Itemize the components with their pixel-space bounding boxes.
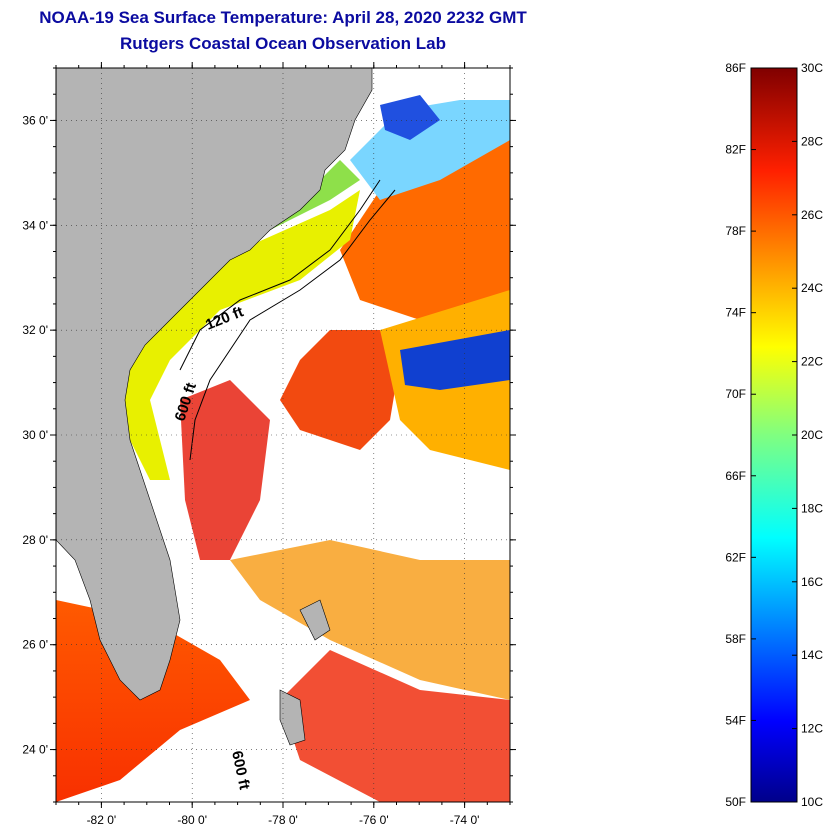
fahrenheit-label: 86F xyxy=(725,61,746,75)
lon-tick-label: -80 0' xyxy=(177,813,207,827)
lat-tick-label: 24 0' xyxy=(22,743,48,757)
land-mass-us xyxy=(56,68,373,701)
land-bahamas-1 xyxy=(299,599,331,641)
lat-tick-label: 34 0' xyxy=(22,218,48,232)
cold-pocket-ne xyxy=(380,95,440,140)
fahrenheit-label: 66F xyxy=(725,469,746,483)
lat-tick-label: 28 0' xyxy=(22,533,48,547)
lat-tick-label: 26 0' xyxy=(22,638,48,652)
fahrenheit-label: 50F xyxy=(725,795,746,809)
warm-water-offshore xyxy=(280,330,400,450)
lat-tick-label: 32 0' xyxy=(22,323,48,337)
fahrenheit-label: 74F xyxy=(725,306,746,320)
celsius-scale: 30C 28C 26C 24C 22C 20C 18C 16C 14C 12C 10C xyxy=(792,61,823,809)
celsius-label: 20C xyxy=(801,428,823,442)
fahrenheit-label: 70F xyxy=(725,387,746,401)
celsius-label: 22C xyxy=(801,355,823,369)
celsius-label: 30C xyxy=(801,61,823,75)
fahrenheit-label: 78F xyxy=(725,224,746,238)
lat-tick-label: 36 0' xyxy=(22,113,48,127)
celsius-label: 14C xyxy=(801,648,823,662)
lat-tick-label: 30 0' xyxy=(22,428,48,442)
lon-tick-label: -76 0' xyxy=(359,813,389,827)
celsius-label: 24C xyxy=(801,281,823,295)
fahrenheit-scale: 86F 82F 78F 74F 70F 66F 62F 58F 54F 50F xyxy=(725,61,756,809)
lon-tick-label: -82 0' xyxy=(87,813,117,827)
warm-water-southeast xyxy=(230,540,510,700)
celsius-label: 10C xyxy=(801,795,823,809)
celsius-label: 28C xyxy=(801,134,823,148)
fahrenheit-label: 82F xyxy=(725,143,746,157)
warm-water-se-red xyxy=(280,650,510,802)
celsius-label: 16C xyxy=(801,575,823,589)
isobath-600ft xyxy=(189,189,396,461)
lon-tick-label: -74 0' xyxy=(450,813,480,827)
celsius-label: 12C xyxy=(801,722,823,736)
warm-water-south xyxy=(56,600,250,802)
land-bahamas-2 xyxy=(279,689,306,746)
sst-map: 120 ft 600 ft 600 ft -82 0' -80 0' -78 0' -… xyxy=(22,62,516,827)
fahrenheit-label: 62F xyxy=(725,550,746,564)
lon-tick-label: -78 0' xyxy=(268,813,298,827)
map-title: NOAA-19 Sea Surface Temperature: April 2… xyxy=(39,8,527,27)
fahrenheit-label: 58F xyxy=(725,632,746,646)
map-subtitle: Rutgers Coastal Ocean Observation Lab xyxy=(120,34,446,53)
cold-filament-east xyxy=(400,330,510,390)
celsius-label: 26C xyxy=(801,208,823,222)
celsius-label: 18C xyxy=(801,501,823,515)
warm-water-florida-east xyxy=(180,380,270,560)
temperature-colorbar: 86F 82F 78F 74F 70F 66F 62F 58F 54F 50F 30C 28C 26C… xyxy=(725,61,823,809)
colorbar-gradient xyxy=(750,67,798,803)
map-plot-area xyxy=(56,68,510,802)
fahrenheit-label: 54F xyxy=(725,713,746,727)
isobath-120ft xyxy=(179,179,381,371)
latitude-axis: 36 0' 34 0' 32 0' 30 0' 28 0' 26 0' 24 0' xyxy=(22,67,516,803)
graticule xyxy=(56,68,510,802)
shelf-water-yellow xyxy=(120,190,360,480)
longitude-axis: -82 0' -80 0' -78 0' -76 0' -74 0' xyxy=(55,62,511,827)
